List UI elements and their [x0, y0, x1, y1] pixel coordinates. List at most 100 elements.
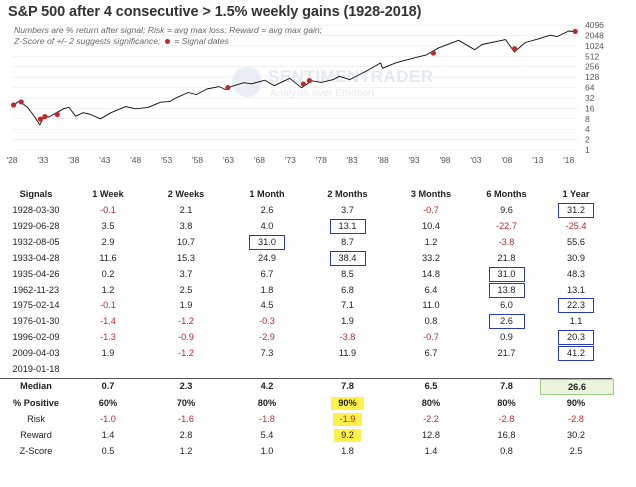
summary-cell: 2.5: [569, 445, 583, 456]
return-cell: 6.7: [424, 348, 438, 359]
chart-title: S&P 500 after 4 consecutive > 1.5% weekl…: [8, 4, 422, 20]
return-cell: -0.9: [178, 332, 194, 343]
summary-cell: 70%: [176, 397, 196, 408]
y-tick-label: 4: [585, 124, 590, 134]
signal-date: 1932-08-05: [12, 236, 60, 247]
table-row: 1996-02-09 -1.3 -0.9 -2.9 -3.8 -0.7 0.9 20.3: [0, 330, 612, 346]
return-cell: 24.9: [258, 252, 276, 263]
return-cell: -0.1: [100, 205, 116, 215]
signal-date: 1975-02-14: [12, 300, 60, 311]
return-cell: 1.2: [101, 284, 115, 295]
return-cell: -25.4: [565, 220, 587, 231]
return-cell: 30.9: [567, 252, 585, 263]
signal-date: 1928-03-30: [12, 205, 60, 215]
signal-point: [18, 99, 24, 105]
return-cell: -2.9: [259, 332, 275, 343]
signal-point: [10, 102, 17, 108]
x-tick-label: '53: [161, 155, 172, 165]
return-cell: -0.3: [259, 316, 275, 327]
return-cell: 15.3: [177, 252, 195, 263]
return-cell: 3.7: [179, 268, 193, 279]
table-row: 1976-01-30 -1.4 -1.2 -0.3 1.9 0.8 2.6 1.1: [0, 314, 612, 330]
highlight-box: 2.6: [488, 314, 525, 330]
highlight-cell: -1.9: [332, 412, 363, 426]
highlight-box: 41.2: [558, 346, 594, 362]
header-period: 6 Months: [486, 188, 527, 199]
summary-cell: 2.8: [179, 429, 193, 440]
return-cell: 31.0: [228, 234, 306, 251]
return-cell: 3.8: [179, 220, 193, 231]
header-period: 1 Week: [92, 188, 124, 199]
highlight-cell: 26.6: [540, 378, 614, 395]
return-cell: 0.8: [424, 316, 438, 327]
summary-cell: -2.8: [568, 413, 584, 424]
summary-cell: 90%: [566, 397, 586, 408]
return-cell: 6.0: [500, 300, 513, 311]
return-cell: 3.7: [341, 205, 354, 215]
return-cell: 7.3: [260, 348, 274, 359]
summary-cell: 1.8: [341, 445, 354, 456]
table-row: 1962-11-23 1.2 2.5 1.8 6.8 6.4 13.8 13.1: [0, 282, 612, 299]
return-cell: -22.7: [496, 220, 517, 231]
y-tick-label: 1024: [585, 41, 604, 51]
x-tick-label: '78: [316, 155, 327, 165]
y-tick-label: 32: [585, 93, 595, 103]
return-cell: 2.6: [260, 205, 274, 215]
return-cell: 8.5: [341, 268, 354, 279]
table-row: 1929-06-28 3.5 3.8 4.0 13.1 10.4 -22.7 -25.4: [0, 218, 612, 235]
summary-cell: 6.5: [389, 377, 473, 396]
summary-cell: 1.4: [101, 429, 115, 440]
return-cell: [473, 362, 540, 378]
header-period: 1 Month: [249, 188, 285, 199]
signal-date: 1976-01-30: [12, 316, 60, 327]
highlight-cell: 90%: [331, 396, 364, 410]
x-tick-label: '43: [99, 155, 110, 165]
signal-point: [430, 50, 436, 56]
summary-label: Reward: [20, 429, 52, 440]
summary-cell: 80%: [421, 397, 441, 408]
return-cell: 2.6: [473, 314, 540, 330]
summary-cell: 4.2: [228, 377, 306, 396]
highlight-box: 38.4: [329, 250, 366, 266]
return-cell: 38.4: [306, 250, 389, 267]
summary-cell: -2.2: [423, 413, 439, 424]
table-row: 2009-04-03 1.9 -1.2 7.3 11.9 6.7 21.7 41.2: [0, 346, 612, 362]
signal-date: 1935-04-26: [12, 268, 60, 279]
summary-cell: 5.4: [260, 429, 274, 440]
return-cell: 7.1: [341, 300, 354, 311]
signal-date: 2019-01-18: [12, 364, 60, 375]
return-cell: 3.5: [101, 220, 115, 231]
note-line-2a: Z-Score of +/- 2 suggests significance;: [14, 36, 161, 46]
signal-stats-table: Signals 1 Week 2 Weeks 1 Month 2 Months 3 Mon…: [0, 186, 614, 460]
summary-cell: -1.8: [259, 413, 275, 424]
return-cell: 1.9: [341, 316, 354, 327]
summary-cell: 7.8: [473, 377, 540, 396]
return-cell: [228, 362, 306, 378]
x-tick-label: '63: [223, 155, 234, 165]
return-cell: 6.7: [260, 268, 274, 279]
highlight-box: 22.3: [558, 298, 594, 314]
summary-cell: 60%: [98, 397, 118, 408]
summary-row: Z-Score 0.5 1.2 1.0 1.8 1.4 0.8 2.5: [0, 444, 612, 460]
summary-cell: -1.6: [178, 413, 194, 424]
summary-cell: 0.8: [500, 445, 513, 456]
x-tick-label: '83: [347, 155, 358, 165]
return-cell: -1.2: [178, 316, 194, 327]
summary-cell: 16.8: [497, 429, 516, 440]
summary-label: Median: [0, 377, 72, 396]
signal-date: 1996-02-09: [12, 332, 60, 343]
return-cell: 21.8: [497, 252, 516, 263]
return-cell: -0.7: [423, 332, 439, 343]
summary-row: Median 0.7 2.3 4.2 7.8 6.5 7.8 26.6: [0, 377, 614, 396]
return-cell: 14.8: [422, 268, 440, 279]
return-cell: 21.7: [497, 348, 516, 359]
signal-point: [225, 85, 231, 91]
table-row: 1933-04-28 11.6 15.3 24.9 38.4 33.2 21.8 30.9: [0, 250, 612, 267]
return-cell: 2.9: [101, 236, 115, 247]
x-tick-label: '98: [439, 155, 450, 165]
note-line-2b: = Signal dates: [174, 36, 229, 46]
y-tick-label: 4096: [585, 20, 604, 30]
table-row: 2019-01-18: [0, 362, 612, 378]
summary-cell: 12.8: [422, 429, 440, 440]
return-cell: 2.5: [179, 284, 193, 295]
